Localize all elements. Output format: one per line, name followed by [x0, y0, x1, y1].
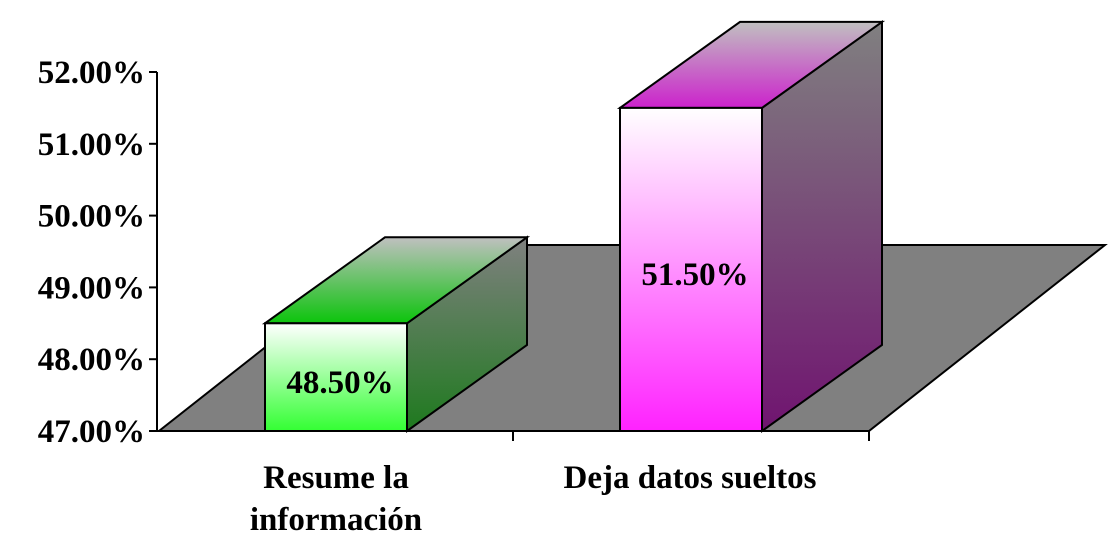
data-label: 51.50% — [641, 257, 748, 293]
y-tick-label: 51.00% — [38, 127, 145, 163]
bar — [619, 106, 763, 433]
y-tick-label: 48.00% — [38, 342, 145, 378]
x-category-label: Deja datos sueltos — [564, 460, 817, 496]
x-category-label: información — [250, 502, 422, 538]
y-tick-label: 47.00% — [38, 414, 145, 450]
bar — [264, 322, 408, 432]
y-tick-label: 50.00% — [38, 199, 145, 235]
data-label: 48.50% — [286, 365, 393, 401]
y-tick-label: 49.00% — [38, 270, 145, 306]
x-category-label: Resume la — [263, 460, 409, 496]
y-tick-label: 52.00% — [38, 55, 145, 91]
